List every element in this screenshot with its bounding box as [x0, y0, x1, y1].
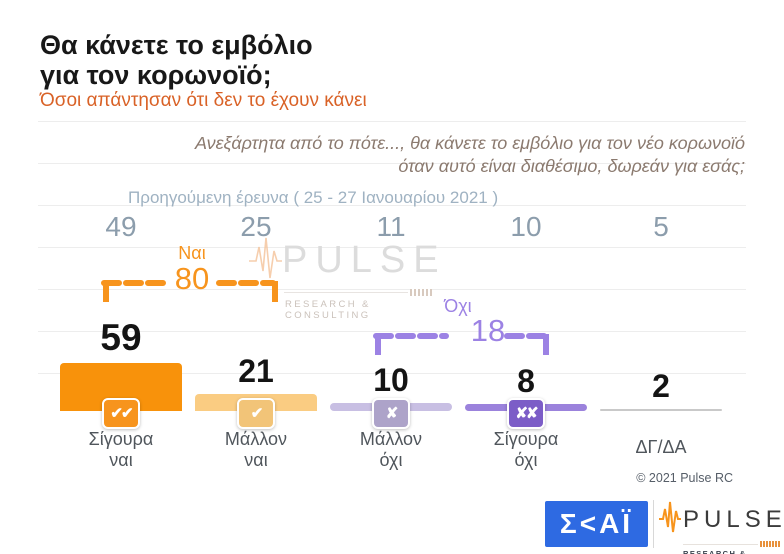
copyright-text: © 2021 Pulse RC — [636, 471, 733, 485]
survey-question-line2: όταν αυτό είναι διαθέσιμο, δωρεάν για εσ… — [398, 156, 745, 176]
previous-value: 49 — [105, 211, 137, 242]
bar — [600, 409, 722, 411]
bracket-no-label: Όχι — [444, 296, 472, 316]
logo-divider — [653, 500, 654, 548]
skai-logo: Σ<ΑΪ — [545, 501, 648, 547]
title-line1: Θα κάνετε το εμβόλιο — [40, 30, 313, 60]
category-label: Σίγουρα όχι — [493, 429, 559, 470]
bar-value: 21 — [238, 353, 274, 389]
pulse-logo-barcode — [760, 541, 780, 547]
survey-question-line1: Ανεξάρτητα από το πότε..., θα κάνετε το … — [194, 133, 745, 153]
column-dg-da: 5 2 ΔΓ/ΔΑ — [600, 0, 722, 554]
previous-value: 10 — [510, 211, 542, 242]
pulse-waveform-icon — [248, 233, 282, 288]
bar-value: 2 — [652, 368, 670, 404]
previous-value: 25 — [240, 211, 272, 242]
skai-logo-text: Σ<ΑΪ — [559, 508, 634, 539]
bar-value: 10 — [373, 362, 409, 398]
watermark-rule — [284, 292, 408, 293]
previous-value: 5 — [653, 211, 669, 242]
category-label: ΔΓ/ΔΑ — [635, 437, 687, 457]
gridline — [38, 331, 746, 332]
previous-survey-label: Προηγούμενη έρευνα ( 25 - 27 Ιανουαρίου … — [128, 188, 499, 207]
column-mallon-ochi: 11 10 ✘ Μάλλον όχι — [330, 0, 452, 554]
pulse-tagline: RESEARCH & CONSULTING — [683, 549, 747, 554]
column-mallon-nai: 25 21 ✔ Μάλλον ναι — [195, 0, 317, 554]
column-sigoura-nai: 49 59 ✔✔ Σίγουρα ναι — [60, 0, 182, 554]
title-line2: για τον κορωνοϊό; — [40, 60, 272, 90]
page-subtitle: Όσοι απάντησαν ότι δεν το έχουν κάνει — [40, 90, 367, 111]
gridline — [38, 121, 746, 122]
watermark-barcode — [410, 289, 432, 296]
category-label: Μάλλον ναι — [224, 429, 288, 470]
page-title: Θα κάνετε το εμβόλιο για τον κορωνοϊό; — [40, 30, 313, 90]
double-cross-icon: ✘✘ — [507, 398, 545, 429]
bar-value: 59 — [100, 317, 142, 358]
bar-value: 8 — [517, 363, 535, 399]
pulse-watermark: PULSE RESEARCH & CONSULTING — [248, 233, 439, 321]
bracket-no-value: 18 — [470, 313, 506, 348]
previous-value: 11 — [376, 211, 406, 242]
watermark-wordmark: PULSE — [282, 239, 447, 281]
pulse-wordmark: PULSE — [683, 505, 784, 533]
gridline — [38, 247, 746, 248]
gridline — [38, 205, 746, 206]
pulse-logo: PULSE RESEARCH & CONSULTING — [659, 498, 782, 554]
double-check-icon: ✔✔ — [102, 398, 140, 429]
watermark-tagline: RESEARCH & CONSULTING — [285, 299, 371, 321]
column-sigoura-ochi: 10 8 ✘✘ Σίγουρα όχι — [465, 0, 587, 554]
bracket-yes-value: 80 — [174, 261, 210, 296]
gridline — [38, 373, 746, 374]
bracket-yes-label: Ναι — [178, 243, 206, 263]
check-icon: ✔ — [237, 398, 275, 429]
category-label: Σίγουρα ναι — [88, 429, 154, 470]
pulse-logo-rule — [683, 543, 758, 545]
pulse-waveform-icon — [659, 498, 681, 541]
survey-question: Ανεξάρτητα από το πότε..., θα κάνετε το … — [195, 132, 745, 178]
gridline — [38, 163, 746, 164]
gridline — [38, 289, 746, 290]
category-label: Μάλλον όχι — [359, 429, 423, 470]
cross-icon: ✘ — [372, 398, 410, 429]
